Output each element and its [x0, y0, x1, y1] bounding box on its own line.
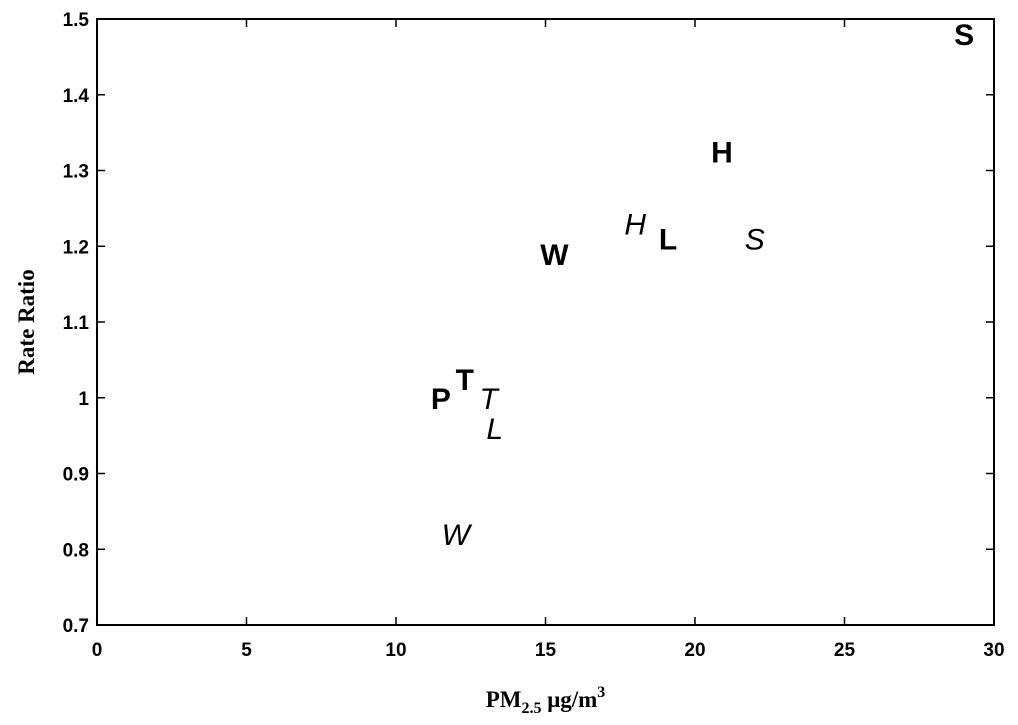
y-tick-label: 1.4	[63, 86, 90, 107]
data-point-label: P	[431, 383, 451, 416]
axis-ticks	[96, 18, 995, 626]
data-point-label: T	[456, 364, 474, 397]
x-tick-label: 10	[385, 640, 406, 661]
x-axis-title-unit: μg/m	[541, 687, 597, 712]
x-axis-title-main: PM	[486, 687, 522, 712]
x-tick-label: 25	[834, 640, 856, 661]
y-axis-title: Rate Ratio	[14, 269, 39, 374]
data-point-label: S	[954, 19, 974, 52]
data-point-label: W	[442, 519, 473, 552]
x-tick-label: 0	[92, 640, 103, 661]
y-tick-label: 0.7	[63, 616, 89, 637]
y-tick-label: 1.2	[63, 237, 89, 258]
data-point-label: L	[659, 224, 677, 257]
y-tick-label: 1.1	[63, 313, 90, 334]
y-tick-label: 1	[78, 389, 89, 410]
data-point-label: L	[486, 413, 503, 446]
data-point-label: S	[745, 224, 765, 257]
x-axis-title-subscript: 2.5	[521, 700, 541, 717]
x-tick-label: 20	[684, 640, 705, 661]
y-tick-label: 0.9	[63, 465, 89, 486]
x-tick-label: 30	[983, 640, 1004, 661]
x-axis-title: PM2.5 μg/m3	[486, 684, 606, 717]
y-tick-label: 1.5	[63, 10, 90, 31]
data-point-label: W	[540, 239, 569, 272]
tick-labels: 0 5 10 15 20 25 30 0.7 0.8 0.9 1 1.1 1.2 1.3 1.4 1.5	[63, 10, 1005, 661]
data-point-label: H	[624, 209, 646, 242]
y-tick-label: 1.3	[63, 162, 89, 183]
data-point-label: T	[480, 383, 501, 416]
plot-frame	[96, 18, 995, 626]
x-axis-title-superscript: 3	[597, 684, 605, 701]
data-point-label: H	[711, 137, 733, 170]
x-tick-label: 15	[535, 640, 557, 661]
x-tick-label: 5	[241, 640, 252, 661]
y-tick-label: 0.8	[63, 540, 89, 561]
